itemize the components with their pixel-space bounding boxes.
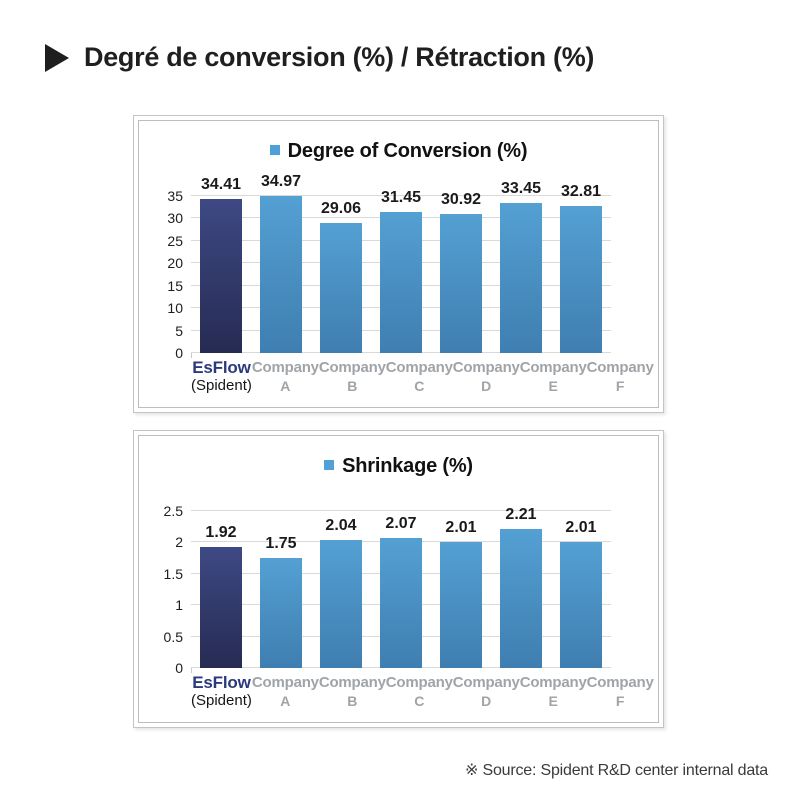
bar-company xyxy=(320,222,362,353)
bar-slot: 32.81 xyxy=(551,183,611,353)
bar-company xyxy=(260,196,302,353)
bar-company xyxy=(500,529,542,668)
bar-esflow xyxy=(200,198,242,353)
bar-value-label: 31.45 xyxy=(380,188,422,206)
plot-area: 1.92 1.75 2.04 2.07 2.01 2.21 2.01 xyxy=(191,506,611,673)
y-axis-tick-label: 1 xyxy=(175,597,183,614)
x-axis-category-label: Company F xyxy=(586,359,654,394)
x-axis-category-label: Company E xyxy=(519,674,587,709)
bar-slot: 29.06 xyxy=(311,196,371,353)
bar-company xyxy=(320,539,362,668)
bar-series: 34.41 34.97 29.06 31.45 30.92 33.45 32.81 xyxy=(191,173,611,353)
chart-body: 0 0.5 1 1.5 2 2.5 1.92 1.75 2.04 2.07 2.01 2.21 2.0… xyxy=(139,503,658,676)
bar-company xyxy=(560,541,602,668)
bar-slot: 2.07 xyxy=(371,511,431,668)
legend-marker-icon xyxy=(324,460,335,470)
y-axis-tick-label: 0 xyxy=(175,345,183,361)
x-axis-category-label: Company D xyxy=(452,359,520,394)
bar-esflow xyxy=(200,547,242,668)
bar-slot: 2.04 xyxy=(311,511,371,668)
x-axis-category-label: Company B xyxy=(318,674,386,709)
bar-series: 1.92 1.75 2.04 2.07 2.01 2.21 2.01 xyxy=(191,506,611,668)
x-axis-category-label: Company C xyxy=(385,674,453,709)
bar-company xyxy=(440,541,482,668)
bar-value-label: 29.06 xyxy=(320,199,362,217)
bar-slot: 1.92 xyxy=(191,511,251,668)
bar-value-label: 1.75 xyxy=(265,535,297,553)
page-title-text: Degré de conversion (%) / Rétraction (%) xyxy=(84,42,595,72)
bar-slot: 1.75 xyxy=(251,511,311,668)
x-axis-category-label: Company F xyxy=(586,674,654,709)
bar-value-label: 2.21 xyxy=(505,506,537,524)
y-axis-tick-label: 5 xyxy=(175,322,183,339)
chart-title: Shrinkage (%) xyxy=(139,454,658,478)
page-title: Degré de conversion (%) / Rétraction (%) xyxy=(45,42,594,73)
bar-value-label: 34.41 xyxy=(200,175,242,193)
x-axis-category-label: Company D xyxy=(452,674,520,709)
legend-marker-icon xyxy=(269,145,280,155)
bar-slot: 31.45 xyxy=(371,189,431,353)
chart-body: 0 5 10 15 20 25 30 35 34.41 34.97 29.06 31.45 30.92… xyxy=(139,173,658,361)
chart-title: Degree of Conversion (%) xyxy=(139,139,658,163)
bar-value-label: 2.01 xyxy=(565,518,597,536)
y-axis-tick-label: 2.5 xyxy=(163,503,183,519)
bar-slot: 34.97 xyxy=(251,173,311,353)
y-axis-tick-label: 2 xyxy=(175,534,183,551)
x-axis-category-label: EsFlow (Spident) xyxy=(191,358,252,395)
bar-slot: 2.01 xyxy=(431,511,491,668)
y-axis-tick-label: 20 xyxy=(167,255,183,272)
y-axis-tick-label: 0.5 xyxy=(163,628,183,645)
y-axis: 0 5 10 15 20 25 30 35 xyxy=(139,188,191,361)
bar-value-label: 2.07 xyxy=(385,515,417,533)
y-axis-tick-label: 15 xyxy=(167,277,183,294)
chart-title-text: Degree of Conversion (%) xyxy=(287,139,528,162)
right-triangle-icon xyxy=(45,43,69,72)
source-note: ※ Source: Spident R&D center internal da… xyxy=(465,762,768,779)
shrinkage-chart-panel: Shrinkage (%) 0 0.5 1 1.5 2 2.5 1.92 1.75 2.04 2… xyxy=(133,430,664,728)
chart-frame: Shrinkage (%) 0 0.5 1 1.5 2 2.5 1.92 1.75 2.04 2… xyxy=(138,435,659,723)
bar-value-label: 32.81 xyxy=(560,182,602,200)
chart-frame: Degree of Conversion (%) 0 5 10 15 20 25 30 35 … xyxy=(138,120,659,408)
x-axis-labels: EsFlow (Spident) Company A Company B Company C C… xyxy=(191,673,654,710)
bar-value-label: 34.97 xyxy=(260,173,302,191)
gridline xyxy=(191,510,611,511)
x-axis-category-label: Company E xyxy=(519,359,587,394)
bar-slot: 33.45 xyxy=(491,180,551,353)
y-axis-tick-label: 10 xyxy=(167,300,183,317)
bar-value-label: 33.45 xyxy=(500,179,542,197)
x-axis-category-label: Company A xyxy=(251,674,319,709)
bar-company xyxy=(380,538,422,668)
bar-slot: 2.21 xyxy=(491,506,551,668)
x-axis-category-label: Company C xyxy=(385,359,453,394)
bar-company xyxy=(500,202,542,353)
plot-area: 34.41 34.97 29.06 31.45 30.92 33.45 32.81 xyxy=(191,173,611,358)
bar-slot: 34.41 xyxy=(191,176,251,353)
x-axis-category-label: EsFlow (Spident) xyxy=(191,673,252,710)
y-axis: 0 0.5 1 1.5 2 2.5 xyxy=(139,503,191,676)
bar-slot: 30.92 xyxy=(431,191,491,353)
y-axis-tick-label: 0 xyxy=(175,660,183,676)
bar-company xyxy=(380,211,422,353)
bar-slot: 2.01 xyxy=(551,511,611,668)
y-axis-tick-label: 1.5 xyxy=(163,565,183,582)
chart-title-text: Shrinkage (%) xyxy=(342,454,473,477)
degree-of-conversion-chart-panel: Degree of Conversion (%) 0 5 10 15 20 25 30 35 … xyxy=(133,115,664,413)
gridline xyxy=(191,195,611,196)
x-axis-category-label: Company B xyxy=(318,359,386,394)
bar-value-label: 2.01 xyxy=(445,518,477,536)
bar-value-label: 30.92 xyxy=(440,191,482,209)
bar-value-label: 2.04 xyxy=(325,516,357,534)
bar-company xyxy=(560,205,602,353)
x-axis-labels: EsFlow (Spident) Company A Company B Company C C… xyxy=(191,358,654,395)
bar-company xyxy=(260,558,302,668)
bar-value-label: 1.92 xyxy=(205,524,237,542)
y-axis-tick-label: 35 xyxy=(167,188,183,204)
x-axis-category-label: Company A xyxy=(251,359,319,394)
y-axis-tick-label: 25 xyxy=(167,232,183,249)
y-axis-tick-label: 30 xyxy=(167,210,183,227)
bar-company xyxy=(440,214,482,353)
